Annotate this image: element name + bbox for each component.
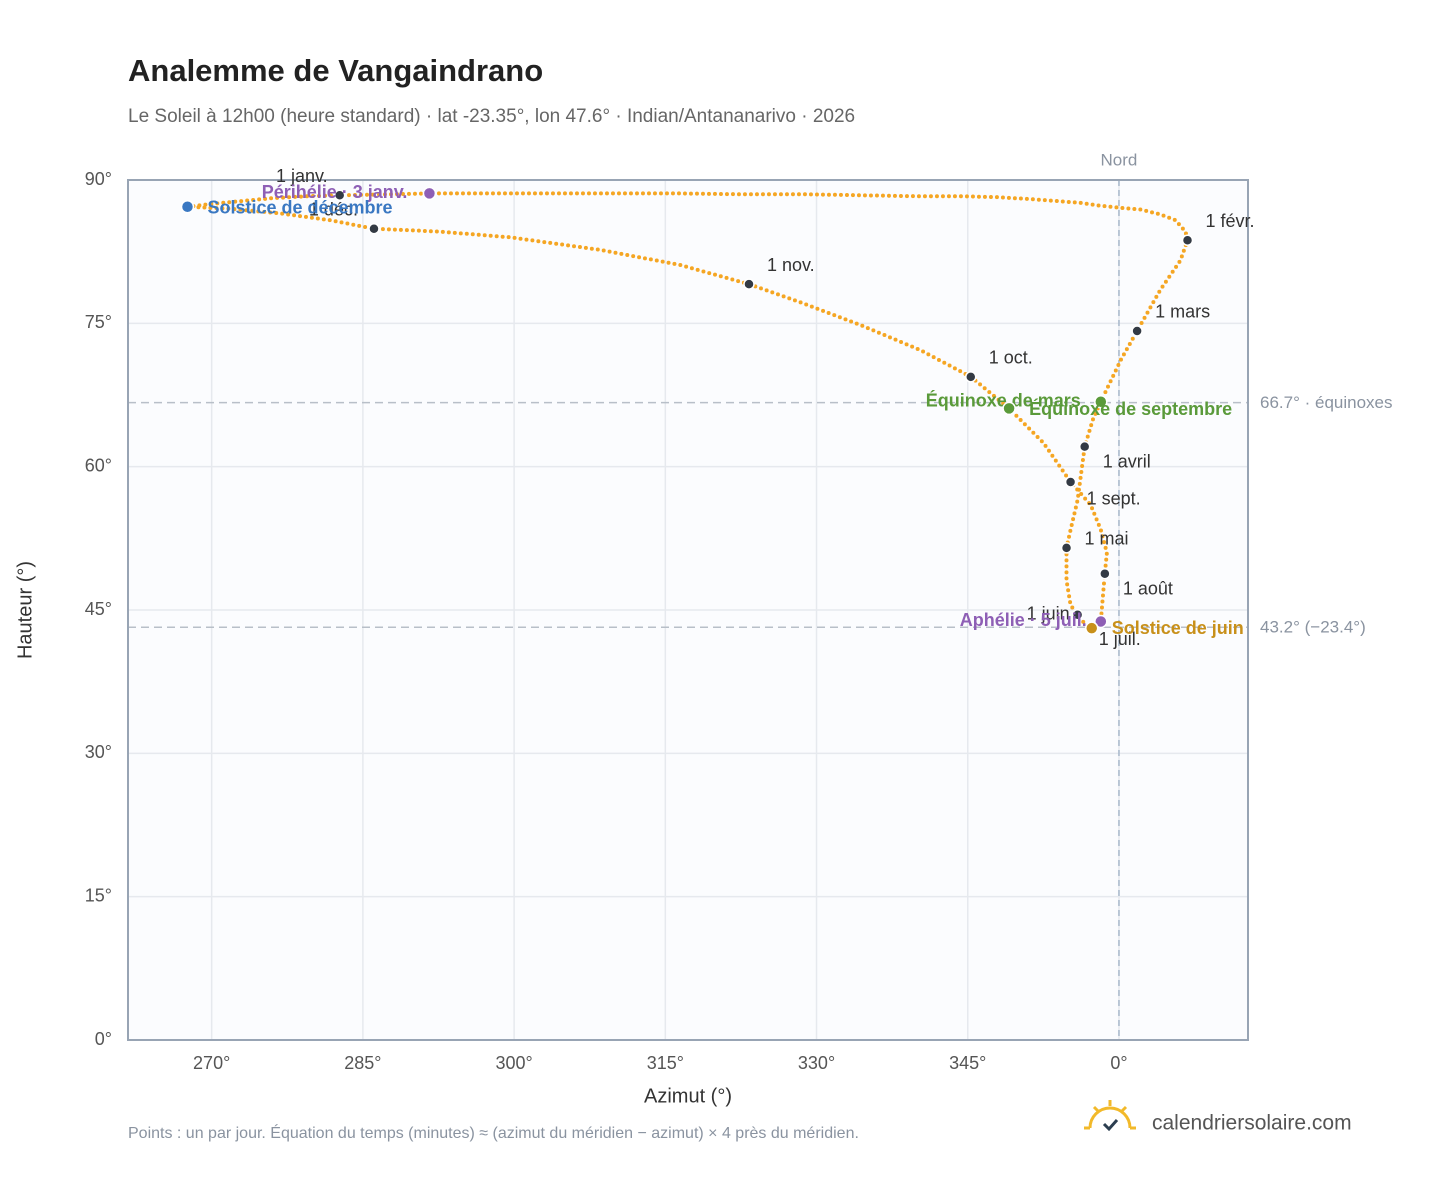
reference-label: 66.7° · équinoxes <box>1260 393 1393 412</box>
month-marker <box>1131 325 1143 337</box>
y-tick-label: 15° <box>85 885 112 905</box>
month-marker <box>965 371 977 383</box>
month-marker <box>333 189 346 202</box>
reference-label: 43.2° (−23.4°) <box>1260 618 1366 637</box>
event-marker <box>1084 621 1099 635</box>
event-marker <box>1094 394 1108 409</box>
month-marker <box>1071 609 1084 621</box>
x-tick-label: 0° <box>1110 1053 1127 1073</box>
brand: calendriersolaire.com <box>1152 1112 1352 1135</box>
y-tick-label: 90° <box>85 169 112 189</box>
month-label: 1 janv. <box>276 166 328 186</box>
month-label: 1 mars <box>1155 302 1210 322</box>
chart-title: Analemme de Vangaindrano <box>128 53 543 88</box>
y-tick-label: 0° <box>95 1029 112 1049</box>
month-label: 1 août <box>1123 578 1173 598</box>
event-label: Périhélie · 3 janv. <box>262 182 408 202</box>
month-label: 1 nov. <box>767 255 815 275</box>
logo <box>1084 1100 1136 1132</box>
month-label: 1 juil. <box>1099 629 1141 649</box>
subtitle: Le Soleil à 12h00 (heure standard) · lat… <box>128 106 855 127</box>
month-marker <box>1078 440 1091 453</box>
event-marker <box>422 186 437 201</box>
month-label: 1 avril <box>1103 451 1151 471</box>
event-marker <box>1094 614 1108 629</box>
event-label: Équinoxe de mars <box>926 389 1081 410</box>
month-label: 1 mai <box>1085 529 1129 549</box>
x-axis-label: Azimut (°) <box>644 1085 732 1107</box>
event-label: Solstice de décembre <box>207 198 392 218</box>
month-label: 1 déc. <box>309 199 358 219</box>
north-label: Nord <box>1101 150 1138 169</box>
month-marker <box>368 222 380 235</box>
month-marker <box>1181 234 1194 246</box>
event-marker <box>180 200 195 214</box>
month-marker <box>1064 476 1077 488</box>
event-label: Solstice de juin <box>1112 618 1244 638</box>
x-tick-label: 330° <box>798 1053 835 1073</box>
y-tick-label: 60° <box>85 455 112 475</box>
plot-border <box>127 179 1249 1041</box>
x-tick-label: 285° <box>344 1053 381 1073</box>
month-label: 1 oct. <box>989 348 1033 368</box>
event-label: Aphélie · 5 juil. <box>960 610 1087 630</box>
month-label: 1 févr. <box>1206 211 1255 231</box>
month-label: 1 juin <box>1027 604 1070 624</box>
footnote: Points : un par jour. Équation du temps … <box>128 1123 859 1142</box>
month-marker <box>1099 567 1111 580</box>
y-tick-label: 45° <box>85 599 112 619</box>
month-marker <box>743 278 755 290</box>
analemma-path <box>185 191 1190 631</box>
x-tick-label: 345° <box>949 1053 986 1073</box>
y-axis-label: Hauteur (°) <box>14 561 36 659</box>
x-tick-label: 270° <box>193 1053 230 1073</box>
month-marker <box>1060 542 1073 554</box>
x-tick-label: 315° <box>647 1053 684 1073</box>
month-label: 1 sept. <box>1087 489 1141 509</box>
x-tick-label: 300° <box>495 1053 532 1073</box>
event-marker <box>1002 401 1016 416</box>
event-label: Équinoxe de septembre <box>1029 398 1232 419</box>
y-tick-label: 75° <box>85 312 112 332</box>
y-tick-label: 30° <box>85 742 112 762</box>
